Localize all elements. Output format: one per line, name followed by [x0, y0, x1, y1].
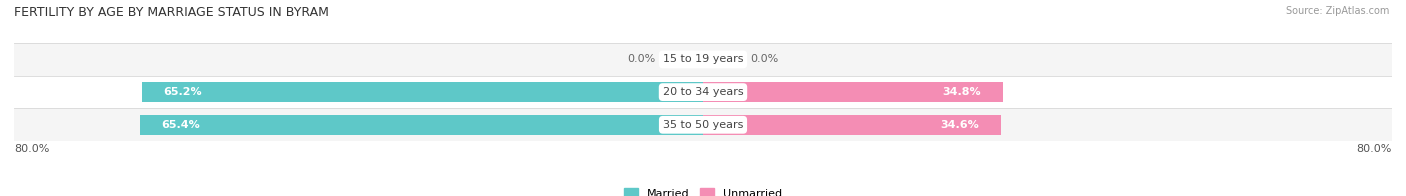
- Text: Source: ZipAtlas.com: Source: ZipAtlas.com: [1285, 6, 1389, 16]
- Text: 0.0%: 0.0%: [751, 54, 779, 64]
- Bar: [14, 76, 1392, 108]
- Bar: [14, 108, 1392, 141]
- Text: 65.4%: 65.4%: [162, 120, 200, 130]
- Legend: Married, Unmarried: Married, Unmarried: [624, 189, 782, 196]
- Text: 34.8%: 34.8%: [942, 87, 981, 97]
- Bar: [139, 115, 703, 135]
- Text: 35 to 50 years: 35 to 50 years: [662, 120, 744, 130]
- Bar: [14, 43, 1392, 76]
- Text: 65.2%: 65.2%: [163, 87, 201, 97]
- Text: 0.0%: 0.0%: [627, 54, 655, 64]
- Text: 20 to 34 years: 20 to 34 years: [662, 87, 744, 97]
- Text: 80.0%: 80.0%: [14, 144, 49, 154]
- Bar: [142, 82, 703, 102]
- Bar: [703, 82, 1002, 102]
- Bar: [703, 115, 1001, 135]
- Text: 80.0%: 80.0%: [1357, 144, 1392, 154]
- Text: 15 to 19 years: 15 to 19 years: [662, 54, 744, 64]
- Text: 34.6%: 34.6%: [941, 120, 980, 130]
- Text: FERTILITY BY AGE BY MARRIAGE STATUS IN BYRAM: FERTILITY BY AGE BY MARRIAGE STATUS IN B…: [14, 6, 329, 19]
